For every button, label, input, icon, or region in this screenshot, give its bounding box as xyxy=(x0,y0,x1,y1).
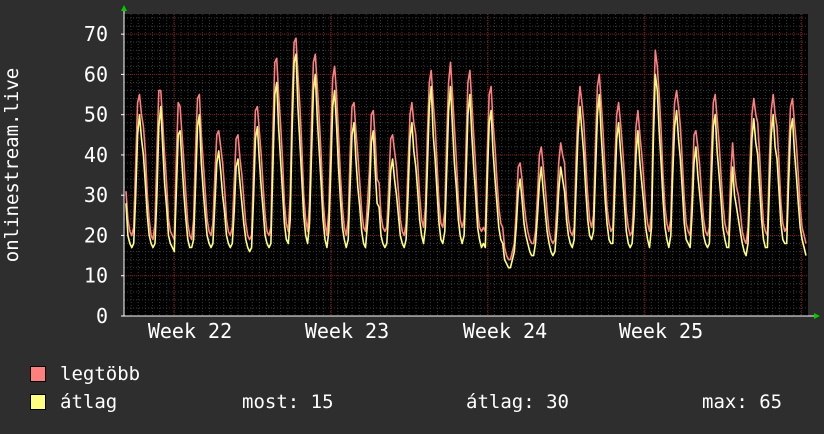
y-tick-label: 40 xyxy=(84,143,108,167)
y-tick-label: 60 xyxy=(84,62,108,86)
x-tick-label: Week 24 xyxy=(463,319,547,343)
y-tick-label: 70 xyxy=(84,22,108,46)
y-axis-label: onlinestream.live xyxy=(1,68,23,262)
legend-item-max: legtöbb xyxy=(30,363,140,385)
legend-swatch-avg xyxy=(30,394,46,410)
x-axis-arrow xyxy=(814,313,820,319)
x-tick-label: Week 23 xyxy=(305,319,389,343)
y-tick-label: 10 xyxy=(84,264,108,288)
legend-label-max: legtöbb xyxy=(60,363,141,385)
legend-swatch-max xyxy=(30,366,46,382)
stat-max: max: 65 xyxy=(702,391,783,413)
series-line-1 xyxy=(125,53,807,269)
y-tick-label: 30 xyxy=(84,183,108,207)
stat-avg: átlag: 30 xyxy=(466,391,569,413)
x-tick-label: Week 25 xyxy=(619,319,703,343)
legend-item-avg: átlag xyxy=(30,391,117,413)
y-tick-label: 20 xyxy=(84,223,108,247)
y-tick-label: 50 xyxy=(84,103,108,127)
series-line-0 xyxy=(125,37,807,261)
y-axis-arrow xyxy=(121,5,127,11)
stat-now: most: 15 xyxy=(242,391,334,413)
y-tick-label: 0 xyxy=(96,304,108,328)
legend-label-avg: átlag xyxy=(60,391,118,413)
x-tick-label: Week 22 xyxy=(148,319,232,343)
